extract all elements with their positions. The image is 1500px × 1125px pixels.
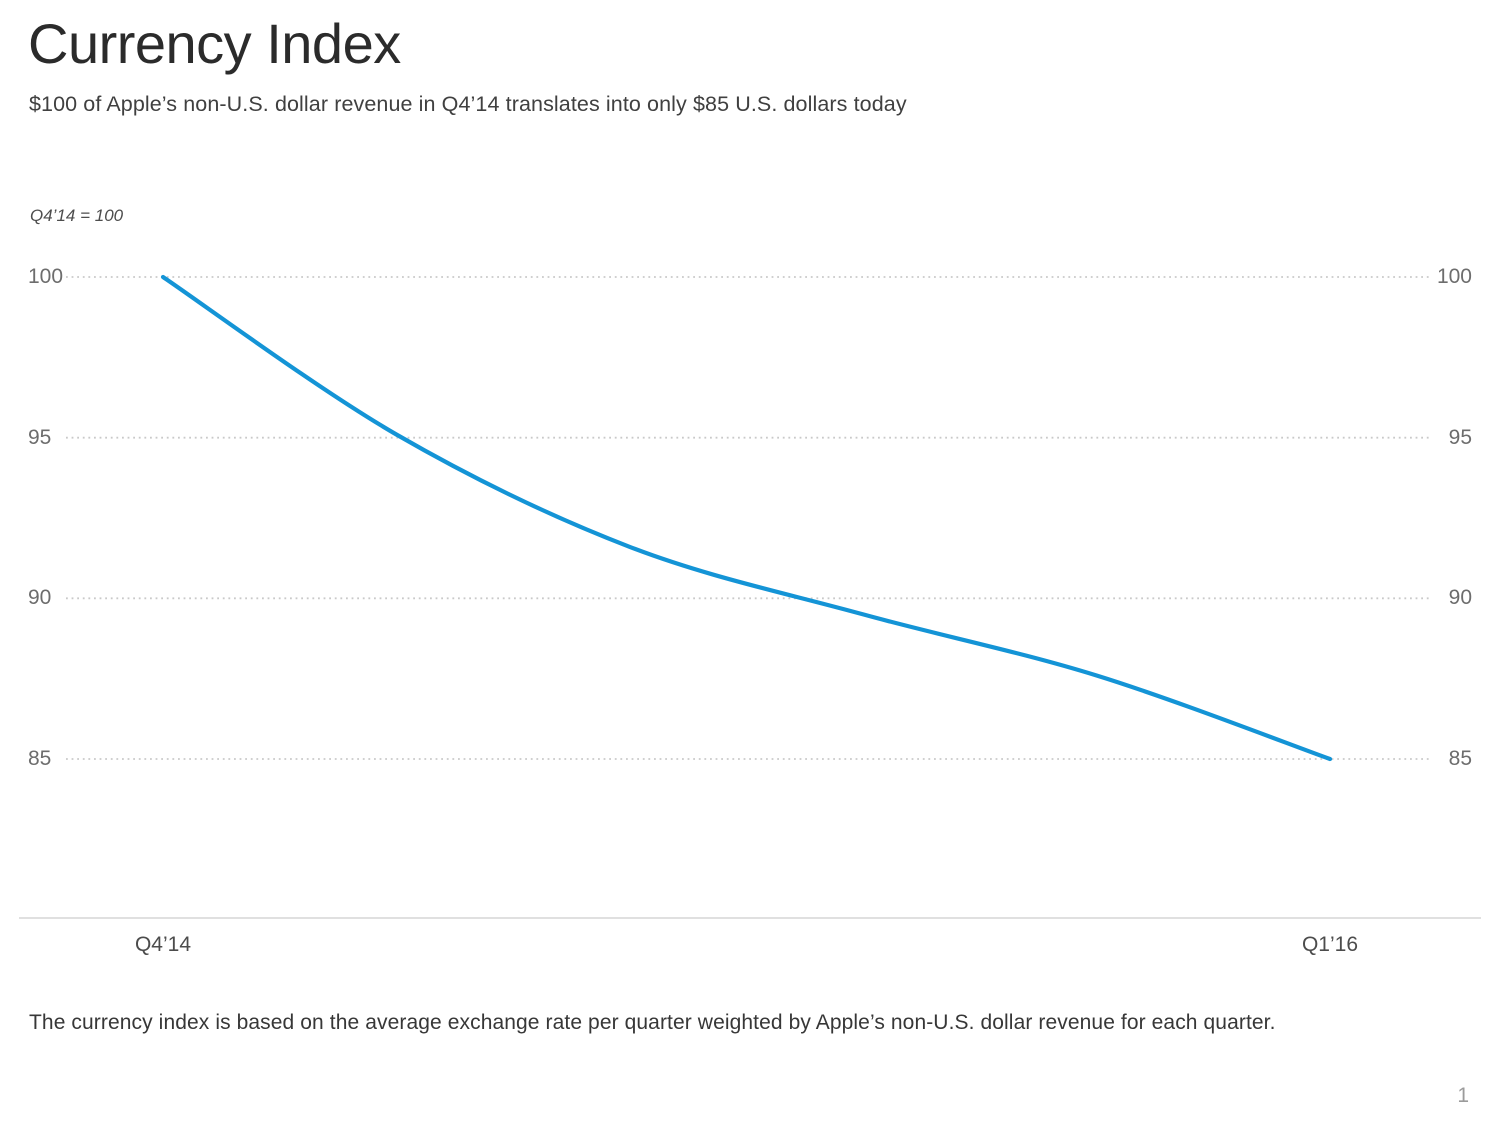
ytick-left-95: 95 (28, 425, 52, 449)
xtick-5: Q1’16 (1301, 933, 1359, 956)
ytick-left-100: 100 (28, 265, 64, 289)
ytick-left-85: 85 (28, 747, 52, 771)
ytick-right-90: 90 (1448, 586, 1472, 610)
ytick-right-100: 100 (1436, 265, 1472, 289)
xtick-0: Q4’14 (134, 933, 192, 956)
chart-baseline-note: Q4’14 = 100 (30, 206, 124, 225)
currency-index-line (160, 274, 1333, 762)
ytick-right-85: 85 (1448, 747, 1472, 771)
page-number: 1 (1457, 1084, 1469, 1107)
chart-footnote: The currency index is based on the avera… (29, 1011, 1276, 1034)
page-title: Currency Index (28, 12, 401, 75)
ytick-left-90: 90 (28, 586, 52, 610)
ytick-right-95: 95 (1448, 425, 1472, 449)
page-subtitle: $100 of Apple’s non-U.S. dollar revenue … (29, 92, 907, 116)
